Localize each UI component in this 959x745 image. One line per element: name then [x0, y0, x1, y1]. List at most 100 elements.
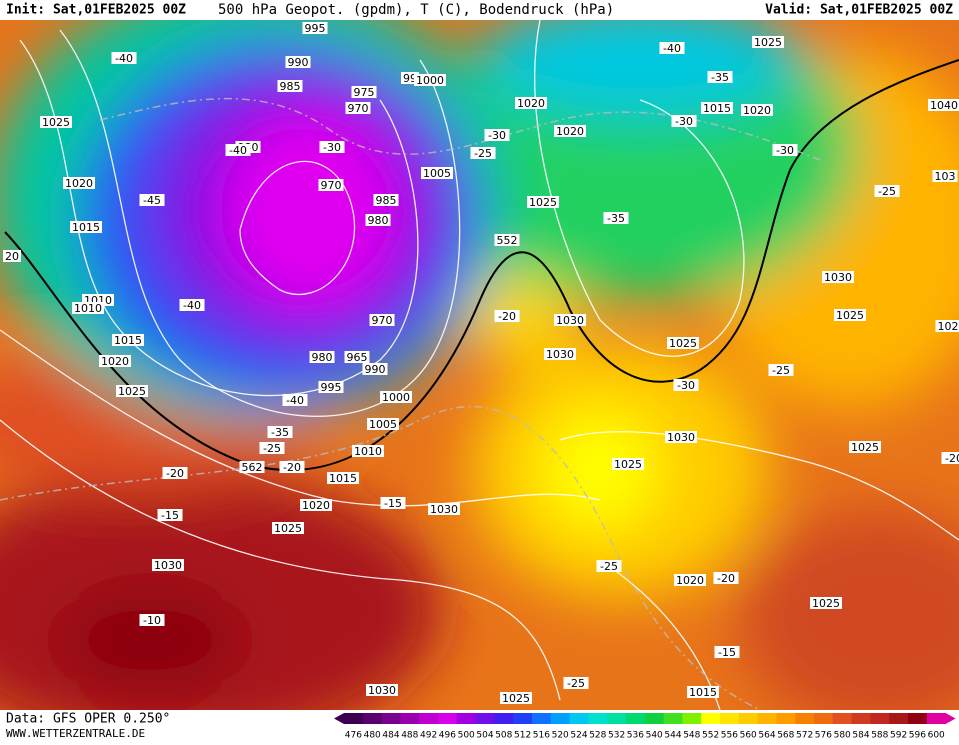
contour-label: -40	[115, 52, 133, 65]
colorbar-cell	[758, 713, 777, 724]
contour-label: -30	[323, 141, 341, 154]
contour-label: -30	[776, 144, 794, 157]
contour-label: -25	[600, 560, 618, 573]
colorbar-label: 512	[514, 731, 531, 741]
contour-label: -15	[718, 646, 736, 659]
contour-label: 1025	[669, 337, 697, 350]
colorbar-label: 504	[476, 731, 493, 741]
contour-label: 1025	[118, 385, 146, 398]
contour-label: -25	[263, 442, 281, 455]
colorbar-label: 572	[796, 731, 813, 741]
colorbar-label: 560	[740, 731, 757, 741]
contour-label: 995	[321, 381, 342, 394]
colorbar-label: 540	[646, 731, 663, 741]
contour-label: 1025	[836, 309, 864, 322]
colorbar-label: 536	[627, 731, 644, 741]
contour-label: 1015	[329, 472, 357, 485]
contour-label: 1025	[274, 522, 302, 535]
data-source: Data: GFS OPER 0.250°	[6, 712, 170, 727]
contour-label: 1000	[416, 74, 444, 87]
contour-label: -20	[166, 467, 184, 480]
colorbar-cell	[927, 713, 946, 724]
contour-label: -35	[607, 212, 625, 225]
contour-label: 1025	[812, 597, 840, 610]
contour-label: 985	[280, 80, 301, 93]
colorbar-cell	[438, 713, 457, 724]
contour-label: -15	[384, 497, 402, 510]
contour-label: 1020	[743, 104, 771, 117]
colorbar-cell	[607, 713, 626, 724]
colorbar-cell	[682, 713, 701, 724]
colorbar-label: 496	[439, 731, 456, 741]
colorbar-label: 528	[589, 731, 606, 741]
colorbar-arrow-right	[946, 713, 956, 724]
contour-label: 970	[348, 102, 369, 115]
contour-label: -35	[271, 426, 289, 439]
colorbar-label: 508	[495, 731, 512, 741]
contour-label: 1010	[74, 302, 102, 315]
contour-label: 1030	[824, 271, 852, 284]
colorbar-label: 544	[664, 731, 681, 741]
colorbar-cell	[795, 713, 814, 724]
colorbar-cell	[400, 713, 419, 724]
init-time: Init: Sat,01FEB2025 00Z	[6, 3, 186, 18]
contour-label: -30	[675, 115, 693, 128]
colorbar-cell	[457, 713, 476, 724]
colorbar-cell	[494, 713, 513, 724]
contour-label: -20	[498, 310, 516, 323]
colorbar-label: 548	[683, 731, 700, 741]
colorbar-arrow-left	[334, 713, 344, 724]
colorbar-cell	[626, 713, 645, 724]
colorbar-cell	[476, 713, 495, 724]
contour-label: 1030	[546, 348, 574, 361]
valid-time: Valid: Sat,01FEB2025 00Z	[765, 3, 953, 18]
contour-label: -40	[229, 144, 247, 157]
contour-label: -40	[286, 394, 304, 407]
contour-label: 990	[288, 56, 309, 69]
contour-label: 1020	[101, 355, 129, 368]
contour-label: 1005	[369, 418, 397, 431]
colorbar-cell	[645, 713, 664, 724]
colorbar-cell	[513, 713, 532, 724]
contour-label: -40	[663, 42, 681, 55]
colorbar-cell	[701, 713, 720, 724]
colorbar-label: 500	[458, 731, 475, 741]
contour-label: 1020	[676, 574, 704, 587]
contour-label: 980	[312, 351, 333, 364]
colorbar-label: 564	[758, 731, 775, 741]
contour-label: 1025	[529, 196, 557, 209]
colorbar-cell	[551, 713, 570, 724]
contour-label: 1015	[114, 334, 142, 347]
contour-label: 1015	[689, 686, 717, 699]
contour-label: 562	[242, 461, 263, 474]
contour-label: 1025	[502, 692, 530, 705]
contour-label: 1030	[667, 431, 695, 444]
colorbar-cell	[776, 713, 795, 724]
contour-label: 1025	[851, 441, 879, 454]
colorbar-label: 532	[608, 731, 625, 741]
colorbar-cell	[889, 713, 908, 724]
contour-label: 1015	[703, 102, 731, 115]
colorbar-label: 552	[702, 731, 719, 741]
colorbar-label: 596	[909, 731, 926, 741]
colorbar-label: 516	[533, 731, 550, 741]
contour-label: 20	[5, 250, 19, 263]
colorbar-cell	[908, 713, 927, 724]
colorbar-label: 568	[777, 731, 794, 741]
contour-label: -45	[143, 194, 161, 207]
contour-label: 980	[368, 214, 389, 227]
contour-label: -25	[772, 364, 790, 377]
contour-label: -25	[878, 185, 896, 198]
contour-label: -25	[567, 677, 585, 690]
colorbar-label: 520	[552, 731, 569, 741]
contour-label: 1030	[430, 503, 458, 516]
colorbar-cell	[870, 713, 889, 724]
colorbar-label: 588	[871, 731, 888, 741]
colorbar-cell	[814, 713, 833, 724]
contour-label: 1025	[42, 116, 70, 129]
contour-label: 102	[938, 320, 959, 333]
colorbar-label: 488	[401, 731, 418, 741]
map-title: 500 hPa Geopot. (gpdm), T (C), Bodendruc…	[218, 2, 614, 18]
